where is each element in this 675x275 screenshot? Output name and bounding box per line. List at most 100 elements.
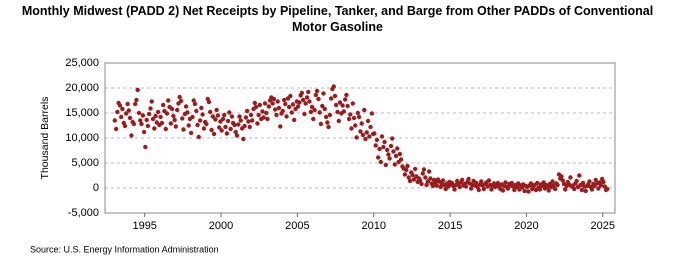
point <box>577 173 582 178</box>
point <box>219 128 224 133</box>
point <box>321 91 326 96</box>
point <box>411 177 417 182</box>
point <box>163 126 168 132</box>
point <box>463 184 469 189</box>
point <box>373 143 378 148</box>
point <box>122 123 128 129</box>
point <box>223 124 228 130</box>
point <box>265 116 270 122</box>
point <box>579 187 585 193</box>
point <box>526 189 531 194</box>
point <box>406 175 411 180</box>
point <box>295 104 301 109</box>
point <box>244 108 250 114</box>
y-tick-label: 20,000 <box>65 82 99 94</box>
point <box>397 151 403 157</box>
point <box>278 124 283 129</box>
point <box>271 96 277 102</box>
point <box>367 134 372 139</box>
point <box>143 144 148 150</box>
point <box>425 179 430 184</box>
point <box>323 114 329 120</box>
point <box>331 84 336 89</box>
point <box>183 104 189 109</box>
point <box>412 166 418 172</box>
point <box>237 114 242 119</box>
point <box>124 111 129 116</box>
point <box>281 97 287 103</box>
x-tick-label: 2015 <box>438 220 462 232</box>
point <box>404 167 409 173</box>
point <box>168 121 174 126</box>
point <box>486 178 492 183</box>
point <box>476 187 481 193</box>
point <box>312 107 317 113</box>
point <box>563 187 568 192</box>
point <box>232 122 237 128</box>
point <box>306 89 311 95</box>
point <box>559 174 564 179</box>
point <box>362 107 367 113</box>
point <box>217 125 222 130</box>
point <box>252 100 257 106</box>
y-tick-label: 15,000 <box>65 107 99 119</box>
point <box>316 96 321 102</box>
point <box>333 102 339 108</box>
point <box>434 183 440 188</box>
point <box>125 101 130 107</box>
point <box>188 130 194 136</box>
point <box>303 101 308 106</box>
point <box>166 98 171 103</box>
point <box>466 176 471 182</box>
point <box>341 109 347 114</box>
point <box>372 131 377 136</box>
point <box>248 112 254 118</box>
point <box>481 186 487 192</box>
point <box>589 187 595 192</box>
point <box>233 129 238 135</box>
point <box>309 104 315 110</box>
point <box>596 186 601 191</box>
point <box>392 162 398 167</box>
point <box>155 109 161 115</box>
point <box>113 126 119 132</box>
point <box>196 134 201 140</box>
point <box>503 180 508 185</box>
point <box>227 110 232 115</box>
point <box>150 116 156 122</box>
point <box>133 101 138 107</box>
point <box>262 101 268 106</box>
point <box>355 110 361 116</box>
point <box>391 149 396 154</box>
point <box>335 109 340 115</box>
point <box>420 171 425 176</box>
point <box>291 117 297 123</box>
point <box>197 118 203 123</box>
point <box>112 118 117 123</box>
point <box>242 123 247 129</box>
point <box>369 111 375 116</box>
point <box>257 102 263 108</box>
point <box>260 109 265 114</box>
point <box>264 110 269 116</box>
point <box>272 107 278 112</box>
point <box>190 114 195 120</box>
y-tick-label: 0 <box>93 182 99 194</box>
point <box>360 132 366 138</box>
point <box>276 105 282 111</box>
point <box>290 102 296 107</box>
point <box>336 118 341 124</box>
point <box>210 114 216 119</box>
point <box>505 186 511 191</box>
point <box>452 187 457 192</box>
point <box>337 100 343 105</box>
point <box>118 114 124 120</box>
point <box>214 107 219 113</box>
point <box>423 175 428 180</box>
point <box>180 116 185 121</box>
point <box>368 124 373 130</box>
point <box>350 101 356 106</box>
point <box>289 110 294 115</box>
point <box>348 112 353 117</box>
